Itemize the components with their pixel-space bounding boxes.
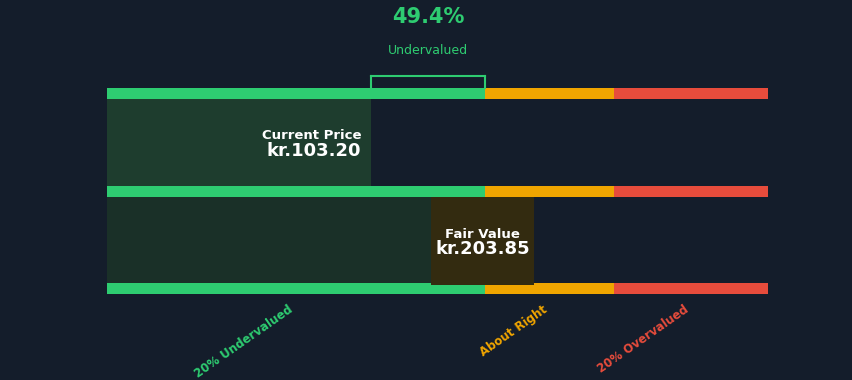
Bar [106, 185, 484, 197]
Bar [106, 283, 484, 294]
Text: 49.4%: 49.4% [391, 6, 463, 27]
Text: kr.103.20: kr.103.20 [267, 142, 360, 160]
Bar [431, 197, 533, 285]
Bar [613, 185, 767, 197]
Bar [613, 283, 767, 294]
Text: 20% Overvalued: 20% Overvalued [595, 303, 690, 375]
Text: 20% Undervalued: 20% Undervalued [193, 303, 296, 380]
Bar [613, 88, 767, 99]
Bar [484, 88, 613, 99]
Bar [484, 185, 613, 197]
Bar [106, 88, 484, 99]
Bar [106, 99, 371, 185]
Bar [484, 283, 613, 294]
Text: kr.203.85: kr.203.85 [435, 240, 529, 258]
Text: About Right: About Right [477, 303, 549, 359]
Text: Undervalued: Undervalued [388, 44, 468, 57]
Text: Fair Value: Fair Value [445, 228, 520, 241]
Bar [106, 197, 484, 283]
Text: Current Price: Current Price [262, 128, 360, 142]
